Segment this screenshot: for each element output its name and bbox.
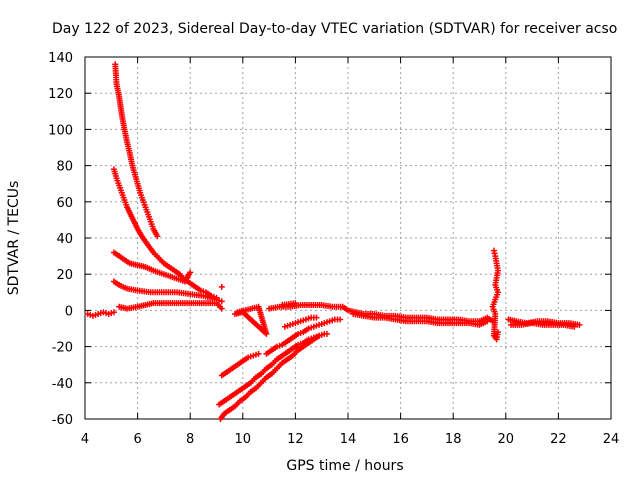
y-tick-labels: -60 -40 -20 0 20 40 60 80 100 120 140 [48, 51, 73, 428]
y-tick-label: 0 [65, 304, 73, 319]
x-axis-label: GPS time / hours [286, 458, 403, 474]
data-points [84, 61, 583, 422]
x-tick-label: 8 [186, 432, 194, 447]
y-axis-label: SDTVAR / TECUs [6, 181, 22, 296]
data-point [571, 323, 578, 330]
series-baseline-early [84, 309, 117, 319]
data-point [255, 350, 262, 357]
data-point [494, 329, 501, 336]
data-point [154, 233, 161, 240]
series-scatter-isolated [218, 283, 299, 337]
y-tick-label: 80 [56, 160, 73, 175]
series-negative-arc-b [217, 332, 323, 422]
y-tick-label: -60 [52, 413, 73, 428]
x-tick-label: 4 [81, 432, 89, 447]
x-tick-label: 12 [287, 432, 304, 447]
grid [85, 57, 611, 419]
series-arc-low [110, 249, 194, 285]
data-point [576, 321, 583, 328]
y-tick-label: 20 [56, 268, 73, 283]
series-arc-mid [110, 166, 220, 301]
data-point [337, 316, 344, 323]
series-band-late [505, 316, 583, 330]
data-point [218, 305, 225, 312]
data-point [231, 311, 238, 318]
data-point [110, 309, 117, 316]
y-tick-label: 140 [48, 51, 73, 66]
series-band-early [116, 300, 225, 312]
x-tick-label: 10 [235, 432, 252, 447]
data-point [187, 269, 194, 276]
x-tick-label: 18 [445, 432, 462, 447]
chart-title: Day 122 of 2023, Sidereal Day-to-day VTE… [52, 21, 617, 37]
y-tick-label: -40 [52, 377, 73, 392]
x-tick-label: 22 [550, 432, 567, 447]
y-tick-label: 100 [48, 123, 73, 138]
x-tick-label: 24 [603, 432, 620, 447]
y-tick-label: 120 [48, 87, 73, 102]
data-point [218, 283, 225, 290]
data-point [484, 318, 491, 325]
data-point [323, 330, 330, 337]
data-point [313, 314, 320, 321]
y-tick-label: 60 [56, 196, 73, 211]
series-band-main-b [350, 311, 491, 328]
data-point [218, 298, 225, 305]
x-tick-label: 16 [392, 432, 409, 447]
x-tick-labels: 4 6 8 10 12 14 16 18 20 22 24 [81, 432, 619, 447]
y-tick-label: 40 [56, 232, 73, 247]
series-spike [489, 247, 501, 343]
series-arc-lower [110, 278, 225, 305]
series-negative-arc-c [218, 350, 262, 379]
x-tick-label: 20 [498, 432, 515, 447]
series-arc-high [112, 61, 161, 240]
series-arc-e [281, 314, 320, 330]
y-tick-label: -20 [52, 341, 73, 356]
series-arc-d [263, 316, 344, 357]
x-tick-label: 14 [340, 432, 357, 447]
data-point [316, 332, 323, 339]
ticks [84, 56, 612, 420]
x-tick-label: 6 [133, 432, 141, 447]
